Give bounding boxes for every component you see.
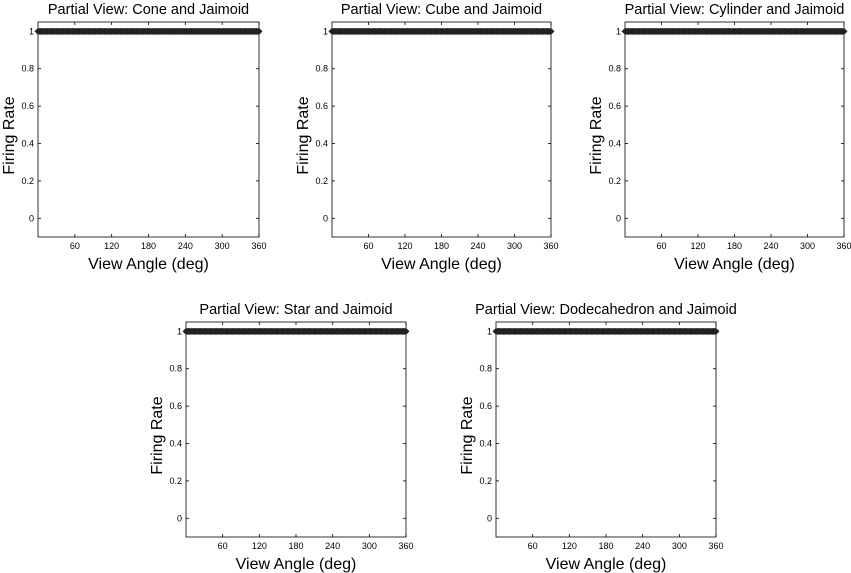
- y-tick-label: 1: [177, 326, 182, 336]
- x-tick-label: 360: [708, 541, 723, 551]
- x-tick-label: 120: [690, 241, 705, 251]
- x-tick-label: 60: [656, 241, 666, 251]
- y-tick-label: 0.4: [479, 439, 492, 449]
- x-tick-label: 240: [763, 241, 778, 251]
- plot-area: [185, 321, 407, 538]
- x-axis-label: View Angle (deg): [88, 256, 209, 273]
- y-tick-label: 1: [323, 26, 328, 36]
- chart-title: Partial View: Cylinder and Jaimoid: [625, 2, 845, 18]
- y-tick-label: 0.4: [21, 139, 34, 149]
- data-point: [840, 27, 848, 35]
- y-tick-label: 0.4: [169, 439, 182, 449]
- y-tick-label: 0: [323, 213, 328, 223]
- x-tick-label: 240: [325, 541, 340, 551]
- x-tick-label: 360: [543, 241, 558, 251]
- chart-title: Partial View: Cone and Jaimoid: [48, 2, 249, 18]
- x-tick-label: 240: [178, 241, 193, 251]
- x-tick-label: 120: [104, 241, 119, 251]
- x-tick-label: 120: [252, 541, 267, 551]
- y-tick-label: 0.6: [21, 101, 34, 111]
- y-axis-label: Firing Rate: [459, 396, 476, 474]
- data-point: [712, 327, 720, 335]
- x-tick-label: 180: [141, 241, 156, 251]
- x-tick-label: 300: [800, 241, 815, 251]
- chart-title: Partial View: Star and Jaimoid: [199, 302, 392, 318]
- y-tick-label: 0: [29, 213, 34, 223]
- x-tick-label: 240: [470, 241, 485, 251]
- y-tick-label: 0.2: [169, 476, 182, 486]
- x-tick-label: 300: [215, 241, 230, 251]
- chart-title: Partial View: Cube and Jaimoid: [341, 2, 542, 18]
- y-tick-label: 1: [487, 326, 492, 336]
- plot-area: [624, 21, 845, 238]
- chart-panel: 60 120 180 240 300 360 0 0.2 0.4 0.6 0.8 1 Partial V…: [149, 302, 414, 573]
- y-tick-label: 0.2: [21, 176, 34, 186]
- y-axis-label: Firing Rate: [149, 396, 166, 474]
- y-tick-label: 0.6: [479, 401, 492, 411]
- x-tick-label: 300: [507, 241, 522, 251]
- chart-panel: 60 120 180 240 300 360 0 0.2 0.4 0.6 0.8 1 Partial V…: [459, 302, 737, 573]
- y-tick-label: 0.2: [479, 476, 492, 486]
- y-tick-label: 0.6: [608, 101, 621, 111]
- x-axis-label: View Angle (deg): [546, 556, 667, 573]
- data-point: [547, 27, 555, 35]
- plot-area: [495, 321, 717, 538]
- y-tick-label: 0.8: [608, 64, 621, 74]
- chart-panel: 60 120 180 240 300 360 0 0.2 0.4 0.6 0.8 1 Partial V…: [1, 2, 267, 273]
- y-tick-label: 0.6: [169, 401, 182, 411]
- plot-area: [331, 21, 552, 238]
- x-tick-label: 300: [672, 541, 687, 551]
- y-axis-label: Firing Rate: [1, 96, 18, 174]
- x-tick-label: 60: [363, 241, 373, 251]
- y-tick-label: 0: [487, 513, 492, 523]
- y-tick-label: 0: [616, 213, 621, 223]
- y-tick-label: 0.8: [479, 364, 492, 374]
- x-tick-label: 180: [288, 541, 303, 551]
- y-tick-label: 0.6: [315, 101, 328, 111]
- x-tick-label: 60: [528, 541, 538, 551]
- chart-title: Partial View: Dodecahedron and Jaimoid: [475, 302, 737, 318]
- y-tick-label: 0.4: [315, 139, 328, 149]
- x-tick-label: 360: [398, 541, 413, 551]
- x-tick-label: 180: [598, 541, 613, 551]
- y-tick-label: 0.8: [315, 64, 328, 74]
- x-tick-label: 180: [727, 241, 742, 251]
- data-point: [255, 27, 263, 35]
- y-tick-label: 1: [29, 26, 34, 36]
- y-tick-label: 0.8: [169, 364, 182, 374]
- x-axis-label: View Angle (deg): [381, 256, 502, 273]
- chart-panel: 60 120 180 240 300 360 0 0.2 0.4 0.6 0.8 1 Partial V…: [588, 2, 851, 273]
- y-tick-label: 0.8: [21, 64, 34, 74]
- x-tick-label: 120: [397, 241, 412, 251]
- plot-area: [37, 21, 260, 238]
- x-tick-label: 360: [836, 241, 851, 251]
- y-tick-label: 0: [177, 513, 182, 523]
- y-tick-label: 0.2: [315, 176, 328, 186]
- y-axis-label: Firing Rate: [295, 96, 312, 174]
- y-tick-label: 1: [616, 26, 621, 36]
- x-tick-label: 60: [218, 541, 228, 551]
- x-tick-label: 180: [434, 241, 449, 251]
- x-tick-label: 120: [562, 541, 577, 551]
- x-axis-label: View Angle (deg): [236, 556, 357, 573]
- x-tick-label: 240: [635, 541, 650, 551]
- x-axis-label: View Angle (deg): [674, 256, 795, 273]
- y-axis-label: Firing Rate: [588, 96, 605, 174]
- y-tick-label: 0.4: [608, 139, 621, 149]
- data-point: [402, 327, 410, 335]
- x-tick-label: 300: [362, 541, 377, 551]
- chart-panel: 60 120 180 240 300 360 0 0.2 0.4 0.6 0.8 1 Partial V…: [295, 2, 559, 273]
- x-tick-label: 60: [70, 241, 80, 251]
- x-tick-label: 360: [251, 241, 266, 251]
- y-tick-label: 0.2: [608, 176, 621, 186]
